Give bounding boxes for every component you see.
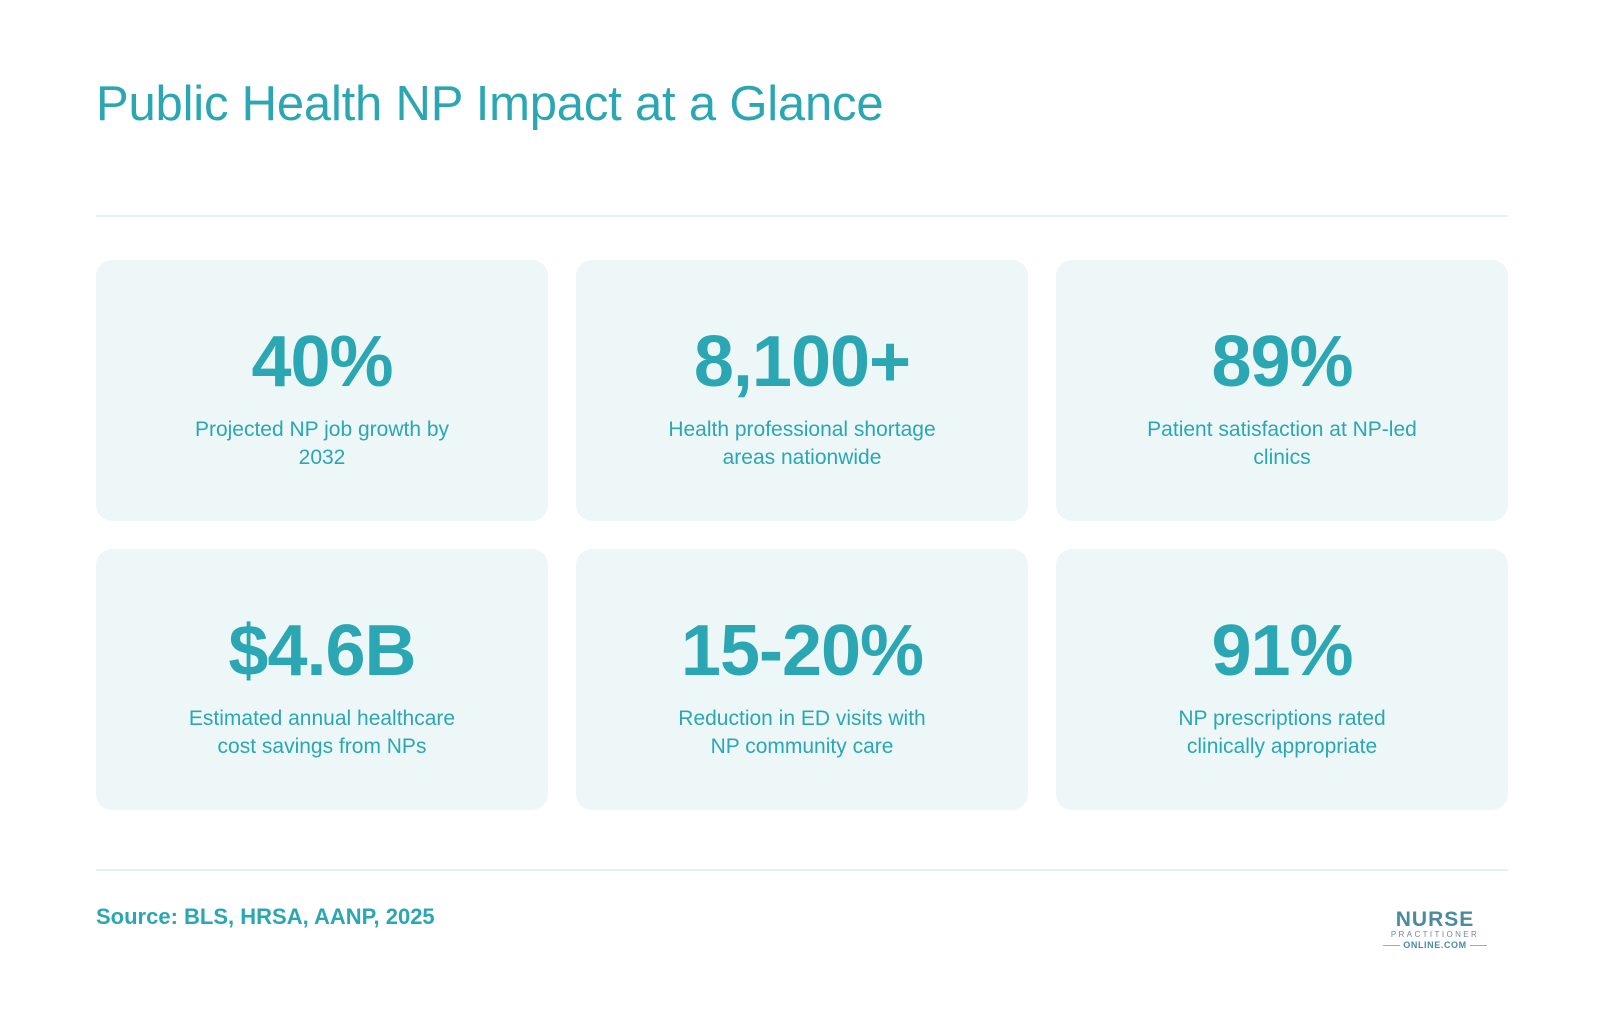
logo-main-text: NURSE [1395,908,1475,931]
stat-value: $4.6B [228,611,416,691]
stat-label: Estimated annual healthcare cost savings… [188,707,456,758]
source-note: Source: BLS, HRSA, AANP, 2025 [96,904,435,929]
logo-domain-text: ONLINE.COM [1403,940,1467,950]
stat-card-ed-visits: 15-20% Reduction in ED visits with NP co… [576,549,1028,810]
stat-value: 15-20% [680,611,924,691]
stat-card-shortage-areas: 8,100+ Health professional shortage area… [576,260,1028,521]
logo-rule-left [1383,944,1401,946]
logo-domain-row: ONLINE.COM [1380,940,1490,950]
page-title: Public Health NP Impact at a Glance [96,77,884,131]
stats-grid: 40% Projected NP job growth by 2032 8,10… [96,260,1508,810]
stat-label: Patient satisfaction at NP-led clinics [1147,418,1417,469]
stat-label: Projected NP job growth by 2032 [194,418,450,469]
stat-value: 89% [1211,322,1353,402]
stat-value: 91% [1211,611,1353,691]
stat-label: Health professional shortage areas natio… [668,418,936,469]
stat-value: 8,100+ [693,322,911,402]
stat-label: Reduction in ED visits with NP community… [678,707,926,758]
stat-label: NP prescriptions rated clinically approp… [1178,707,1386,758]
stat-card-prescriptions: 91% NP prescriptions rated clinically ap… [1056,549,1508,810]
logo-sub-text: PRACTITIONER [1390,930,1480,939]
stat-card-cost-savings: $4.6B Estimated annual healthcare cost s… [96,549,548,810]
top-divider [96,215,1508,217]
brand-logo: NURSE PRACTITIONER ONLINE.COM [1380,908,1490,950]
stat-card-patient-satisfaction: 89% Patient satisfaction at NP-led clini… [1056,260,1508,521]
logo-rule-right [1469,944,1487,946]
stat-card-job-growth: 40% Projected NP job growth by 2032 [96,260,548,521]
stat-value: 40% [251,322,393,402]
bottom-divider [96,869,1508,871]
